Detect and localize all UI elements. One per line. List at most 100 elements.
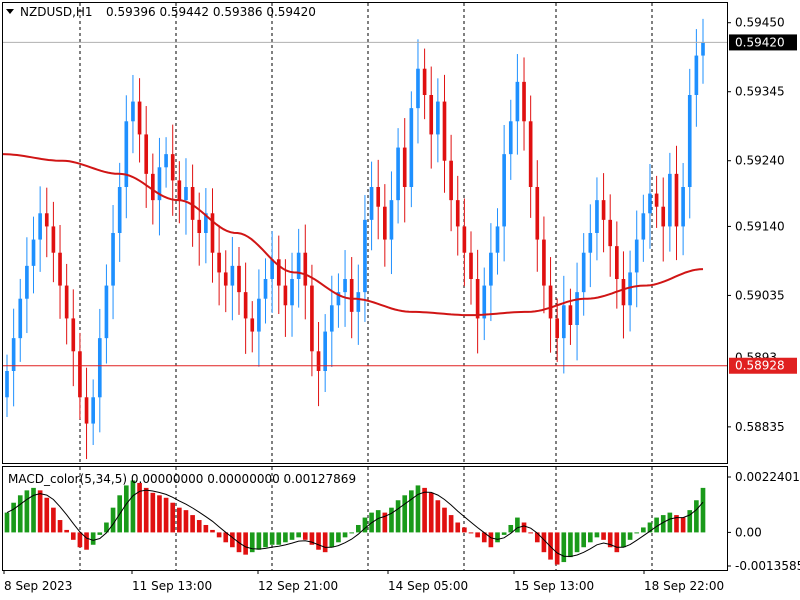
candle-bear [197,219,202,233]
price-tick-label: 0.59450 [735,16,785,30]
candle-bear [535,187,540,240]
time-tick-label: 14 Sep 05:00 [388,579,468,593]
macd-bar [700,487,706,533]
macd-bar [435,500,441,533]
candle-bull [482,285,487,319]
candle-bear [84,397,89,424]
candle-bull [396,147,400,201]
macd-bar [574,532,580,553]
candle-bear [462,226,467,253]
candle-bull [369,187,374,220]
candle-bull [588,233,593,253]
macd-bar [130,480,136,533]
candle-bear [475,279,480,319]
candle-bull [117,187,122,233]
macd-bar [660,515,666,533]
candle-bear [151,173,155,201]
candle-bear [376,187,381,207]
macd-bar [375,510,381,533]
macd-bar [283,532,288,543]
candle-bear [449,160,453,201]
price-tick-label: 0.59140 [735,219,785,233]
horizontal-line-text: 0.58928 [735,359,785,373]
candle-bear [283,285,288,306]
macd-plot-frame [2,466,728,571]
macd-bar [216,532,222,538]
candle-bull [257,298,261,332]
macd-bar [64,529,69,533]
candle-bull [701,42,705,56]
candle-bear [243,292,248,319]
macd-bar [382,512,388,533]
macd-bar [621,532,626,548]
candle-bear [217,252,221,273]
candle-bull [11,338,16,371]
macd-bar [296,532,301,538]
macd-bar [123,485,129,533]
candle-bull [329,305,334,332]
candle-bull [489,252,493,286]
candle-bear [402,147,407,187]
macd-bar [349,532,355,534]
macd-bar [395,500,401,533]
candle-bull [323,331,327,371]
macd-axis: 0.0022401 0.00 -0.0013585 [727,470,800,573]
macd-bar [515,517,520,533]
macd-bar [641,527,646,533]
moving-average-line [2,153,704,317]
macd-bar [170,502,176,533]
macd-bar [501,532,507,535]
macd-bar [647,522,653,533]
macd-tick-label: 0.0022401 [735,470,800,484]
time-tick-label: 11 Sep 13:00 [132,579,212,593]
current-price-text: 0.59420 [735,35,785,49]
macd-bar [607,532,613,548]
macd-bar [51,507,56,533]
macd-bar [289,532,295,540]
price-tick-label: 0.59345 [735,85,785,99]
macd-bar [389,507,394,533]
candle-bear [144,134,149,174]
candle-bear [429,95,434,135]
candle-bull [595,200,599,233]
candle-bull [104,285,109,339]
candle-bull [634,239,639,273]
macd-bar [488,532,494,548]
candle-bear [608,219,613,247]
candle-bear [316,351,321,371]
macd-bar [210,529,215,533]
macd-bar [336,532,341,543]
macd-bar [329,532,335,548]
candle-bear [568,305,573,325]
candle-bear [654,193,659,207]
macd-bar [442,507,447,533]
candle-bear [237,265,241,293]
macd-bar [44,497,50,533]
macd-bar [190,515,195,533]
candle-bull [668,173,672,227]
candle-bull [18,298,23,339]
time-tick-label: 18 Sep 22:00 [644,579,724,593]
macd-bar [402,495,408,533]
candle-bull [687,95,692,187]
macd-bar [541,532,547,553]
macd-bar [223,532,229,543]
macd-bar [77,532,83,548]
candle-bear [64,285,69,319]
candle-bear [548,285,553,319]
symbol-timeframe[interactable]: NZDUSD,H1 [20,5,93,19]
macd-bar [70,532,76,540]
candle-bull [270,259,274,279]
candle-bear [522,81,526,122]
candle-bear [442,101,447,161]
macd-bar [468,532,474,534]
macd-bar [243,532,248,555]
macd-bar [667,512,673,533]
candle-bear [71,318,76,352]
macd-bar [528,532,533,534]
symbol-dropdown-icon[interactable] [6,9,14,14]
candle-bear [601,200,606,220]
macd-bar [24,490,30,533]
macd-bar [475,532,480,538]
